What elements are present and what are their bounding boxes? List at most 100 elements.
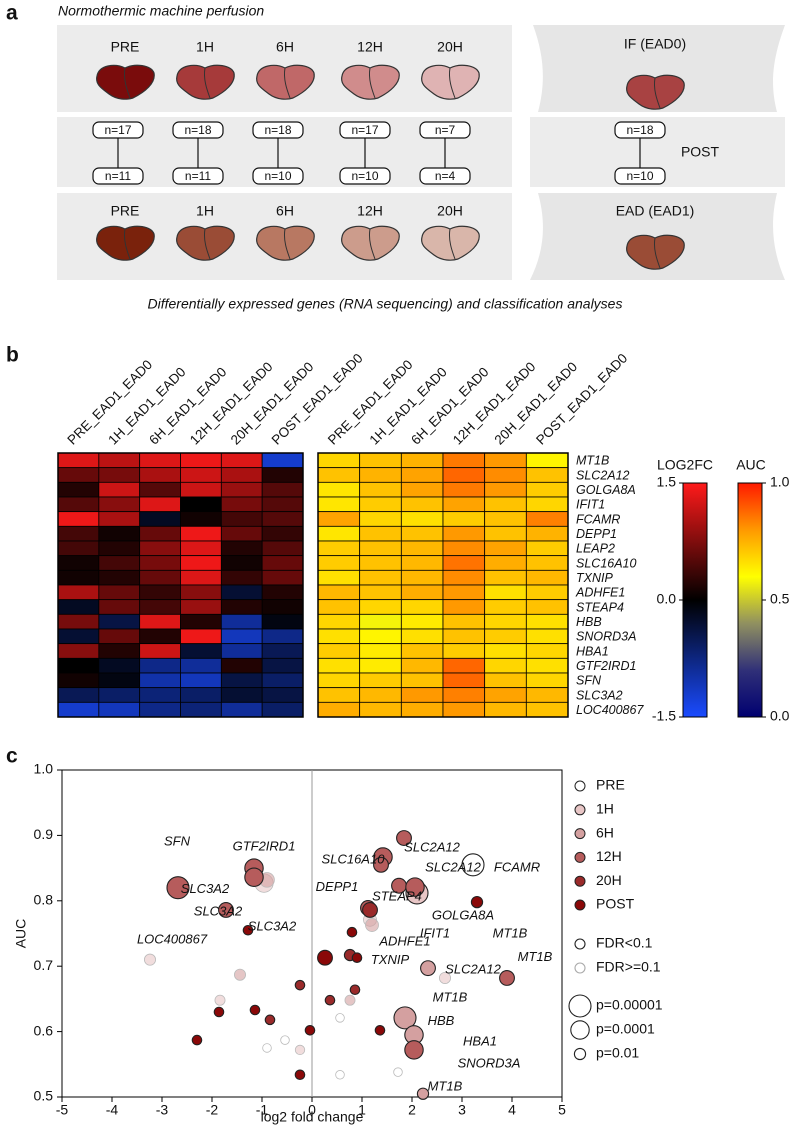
count-label: n=10	[626, 169, 653, 183]
heatmap-cell	[525, 657, 569, 674]
heatmap-cell	[98, 613, 141, 630]
heatmap-cell	[261, 452, 304, 469]
heatmap-cell	[525, 525, 569, 542]
timepoint-label: PRE	[111, 39, 140, 55]
heatmap-cell	[484, 481, 527, 498]
heatmap-cell	[180, 643, 222, 659]
heatmap-cell	[317, 687, 361, 703]
legend-label: p=0.00001	[596, 997, 663, 1013]
heatmap-cell	[525, 628, 569, 645]
count-box	[92, 121, 144, 139]
heatmap-cell	[359, 555, 402, 571]
heatmap-cell	[525, 569, 569, 586]
heatmap-cell	[139, 657, 181, 674]
scatter-point	[499, 970, 515, 986]
subtitle: Normothermic machine perfusion	[58, 3, 264, 19]
heatmap-cell	[220, 540, 263, 557]
heatmap-cell	[261, 540, 304, 557]
heatmap-cell	[525, 687, 569, 703]
heatmap-cell	[180, 613, 222, 630]
heatmap-cell	[442, 467, 486, 483]
count-box	[419, 121, 471, 139]
heatmap-cell	[359, 613, 402, 630]
heatmap-cell	[57, 613, 100, 630]
heatmap-cell	[57, 569, 100, 586]
liver-lobe-line	[449, 228, 456, 260]
heatmap-cell	[98, 701, 141, 718]
heatmap-cell	[220, 511, 263, 527]
x-tick-label: -2	[206, 1102, 219, 1118]
heatmap-cell	[359, 540, 402, 557]
scatter-point	[396, 830, 412, 846]
heatmap-cell	[442, 643, 486, 659]
heatmap-cell	[57, 511, 100, 527]
heatmap-cell	[180, 628, 222, 645]
count-label: n=11	[105, 169, 131, 183]
legend-marker	[574, 899, 586, 911]
scatter-point	[374, 1025, 386, 1036]
heatmap-cell	[261, 555, 304, 571]
row-label: GOLGA8A	[576, 483, 636, 497]
liver-icon	[341, 64, 400, 100]
row-label: IFIT1	[576, 498, 605, 512]
legend-marker	[574, 851, 586, 863]
row-label: HBA1	[576, 644, 609, 658]
gene-annotation: FCAMR	[494, 860, 540, 875]
legend-marker	[574, 962, 586, 974]
legend-label: 20H	[596, 872, 622, 888]
heatmap-cell	[400, 643, 444, 659]
heatmap-cell	[359, 657, 402, 674]
scatter-point	[242, 924, 254, 936]
row-label: HBB	[576, 615, 602, 629]
heatmap-cell	[359, 511, 402, 527]
heatmap-cell	[180, 467, 222, 483]
row-label: SLC3A2	[576, 688, 623, 702]
count-label: n=4	[435, 169, 456, 183]
row-label: FCAMR	[576, 512, 620, 526]
heatmap-cell	[525, 701, 569, 718]
scatter-point	[166, 876, 190, 900]
heatmap-cell	[317, 555, 361, 571]
scatter-point	[405, 877, 425, 897]
legend-label: 12H	[596, 848, 622, 864]
timepoint-label: 6H	[276, 203, 294, 219]
heatmap-cell	[317, 467, 361, 483]
row-label: MT1B	[576, 454, 609, 468]
scatter-point	[351, 952, 363, 963]
gene-annotation: TXNIP	[371, 952, 410, 967]
heatmap-cell	[442, 496, 486, 513]
x-tick-label: -3	[156, 1102, 169, 1118]
heatmap-cell	[317, 599, 361, 615]
count-label: n=17	[104, 123, 131, 137]
gene-annotation: SLC3A2	[248, 918, 297, 933]
count-box	[339, 167, 391, 185]
heatmap-cell	[139, 599, 181, 615]
heatmap-cell	[484, 569, 527, 586]
heatmap-cell	[139, 496, 181, 513]
heatmap-cell	[261, 481, 304, 498]
gene-annotation: STEAP4	[372, 888, 422, 903]
heatmap-cell	[525, 672, 569, 689]
gene-annotation: LOC400867	[137, 931, 208, 946]
panel-label: a	[6, 2, 18, 25]
heatmap-cell	[139, 452, 181, 469]
scatter-point	[262, 1043, 272, 1053]
scatter-point	[143, 953, 156, 966]
heatmap-cell	[98, 628, 141, 645]
heatmap-cell	[139, 613, 181, 630]
scatter-point	[264, 1014, 276, 1026]
heatmap-cell	[400, 481, 444, 498]
gene-annotation: SLC2A12	[404, 839, 460, 854]
heatmap-cell	[261, 672, 304, 689]
heatmap-cell	[359, 643, 402, 659]
heatmap-cell	[57, 496, 100, 513]
heatmap-cell	[525, 540, 569, 557]
heatmap-cell	[442, 540, 486, 557]
scatter-point	[335, 1013, 345, 1023]
heatmap-cell	[317, 628, 361, 645]
heatmap-cell	[400, 555, 444, 571]
heatmap-cell	[525, 496, 569, 513]
heatmap-cell	[442, 599, 486, 615]
heatmap-cell	[180, 511, 222, 527]
